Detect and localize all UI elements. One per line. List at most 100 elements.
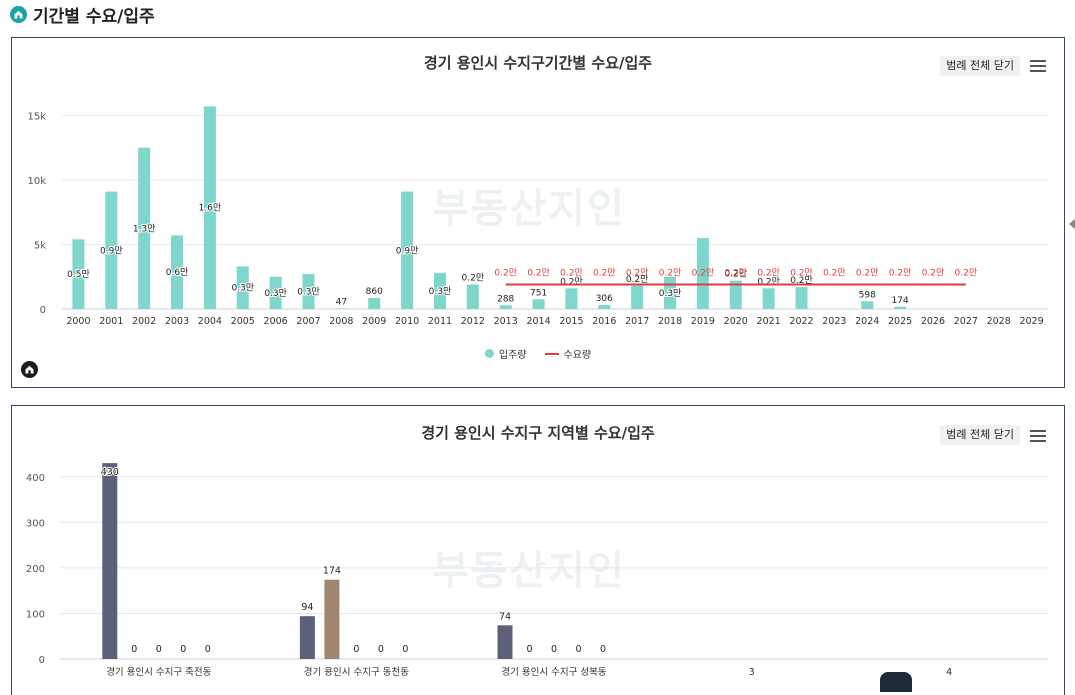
section-title: 기간별 수요/입주 [33, 6, 155, 27]
bar [497, 625, 513, 659]
legend-toggle-button[interactable]: 범례 전체 닫기 [940, 56, 1020, 76]
data-label-demand: 0.2만 [659, 267, 682, 278]
bar-supply [368, 297, 381, 309]
bar-supply [433, 272, 446, 309]
x-tick-label: 2016 [592, 316, 616, 327]
hamburger-menu-icon[interactable] [1030, 60, 1046, 72]
bar [299, 616, 315, 659]
x-tick-label: 2024 [855, 316, 879, 327]
hamburger-menu-icon[interactable] [1030, 430, 1046, 442]
x-tick-label: 2018 [658, 316, 682, 327]
data-label-supply: 288 [497, 294, 514, 304]
bar-supply [302, 274, 315, 309]
x-tick-label: 2022 [789, 316, 813, 327]
data-label-supply: 0.3만 [429, 286, 452, 297]
demand-line-icon [544, 352, 559, 355]
bar-supply [138, 147, 151, 309]
y-tick-label: 0 [39, 655, 45, 666]
x-tick-label: 2011 [428, 316, 452, 327]
y-tick-label: 200 [26, 564, 45, 575]
x-tick-label: 2029 [1019, 316, 1043, 327]
bar-supply [894, 306, 907, 309]
data-label-demand: 0.2만 [856, 267, 879, 278]
bar-supply [105, 191, 118, 309]
data-label-supply: 174 [892, 296, 909, 306]
x-tick-label: 2014 [526, 316, 550, 327]
chart-title: 경기 용인시 수지구 지역별 수요/입주 [421, 424, 655, 442]
x-tick-label: 2007 [296, 316, 320, 327]
x-tick-label: 2020 [724, 316, 748, 327]
data-label-supply: 0.3만 [264, 288, 287, 299]
bar-supply [631, 285, 644, 309]
x-tick-label: 2012 [461, 316, 485, 327]
data-label-supply: 0.2만 [724, 269, 747, 280]
legend-item-demand[interactable]: 수요량 [544, 346, 591, 361]
x-tick-label: 경기 용인시 수지구 죽전동 [106, 666, 211, 678]
x-tick-label: 2006 [264, 316, 288, 327]
x-tick-label: 2019 [691, 316, 715, 327]
data-label: 0 [205, 644, 211, 655]
data-label-supply: 306 [596, 294, 613, 304]
data-label-supply: 0.2만 [462, 272, 485, 283]
legend-item-supply[interactable]: 입주량 [484, 346, 527, 361]
bar [102, 463, 118, 659]
bar-supply [532, 299, 545, 309]
y-tick-label: 10k [27, 176, 46, 187]
data-label-supply: 0.6만 [166, 267, 189, 278]
x-tick-label: 2004 [198, 316, 222, 327]
data-label-demand: 0.2만 [790, 267, 813, 278]
x-tick-label: 4 [946, 667, 952, 678]
data-label: 74 [499, 611, 511, 622]
data-label: 0 [156, 644, 162, 655]
bar-supply [696, 238, 709, 309]
data-label-demand: 0.2만 [593, 267, 616, 278]
data-label: 0 [551, 644, 557, 655]
data-label-demand: 0.2만 [757, 267, 780, 278]
bar-supply [171, 235, 184, 309]
bar-supply [466, 284, 479, 309]
chat-widget-button[interactable] [880, 672, 912, 692]
bar-supply [203, 106, 216, 309]
data-label-supply: 751 [530, 288, 547, 298]
data-label-supply: 0.3만 [231, 283, 254, 294]
data-label-supply: 1.6만 [199, 203, 222, 214]
bar-supply [335, 308, 348, 309]
legend-toggle-button[interactable]: 범례 전체 닫기 [940, 425, 1020, 445]
data-label: 94 [301, 602, 313, 613]
watermark: 부동산지인 [432, 186, 626, 232]
data-label: 0 [131, 644, 137, 655]
data-label-supply: 0.3만 [297, 287, 320, 298]
data-label: 0 [526, 644, 532, 655]
collapse-arrow-icon[interactable] [1069, 219, 1075, 229]
x-tick-label: 2023 [822, 316, 846, 327]
home-icon [10, 5, 27, 23]
x-tick-label: 2000 [66, 316, 90, 327]
brand-logo-icon[interactable] [21, 361, 38, 378]
data-label-supply: 0.9만 [396, 245, 419, 256]
bar-supply [795, 287, 808, 309]
data-label-supply: 0.9만 [100, 245, 123, 256]
bar-supply [861, 301, 874, 309]
x-tick-label: 2017 [625, 316, 649, 327]
data-label: 0 [402, 644, 408, 655]
x-tick-label: 2027 [954, 316, 978, 327]
data-label: 0 [180, 644, 186, 655]
y-tick-label: 300 [26, 518, 45, 529]
x-tick-label: 2005 [231, 316, 255, 327]
data-label: 430 [101, 467, 119, 478]
x-tick-label: 2001 [99, 316, 123, 327]
data-label: 0 [575, 644, 581, 655]
period-chart: 0 5k 10k 15k 2000 0.5만 2001 0.9만 2002 1.3만 2003 0.6… [27, 106, 1048, 327]
bar-supply [499, 305, 512, 309]
bar-supply [729, 280, 742, 309]
data-label: 174 [323, 566, 341, 577]
supply-dot-icon [484, 349, 494, 358]
watermark: 부동산지인 [432, 548, 626, 594]
data-label-demand: 0.2만 [955, 267, 978, 278]
data-label-supply: 598 [859, 290, 876, 300]
region-chart-panel: 경기 용인시 수지구 지역별 수요/입주 범례 전체 닫기 부동산지인 0 100… [11, 405, 1065, 695]
x-tick-label: 2003 [165, 316, 189, 327]
y-tick-label: 15k [27, 111, 46, 122]
data-label-supply: 47 [336, 297, 347, 307]
x-tick-label: 경기 용인시 수지구 성복동 [501, 666, 606, 678]
